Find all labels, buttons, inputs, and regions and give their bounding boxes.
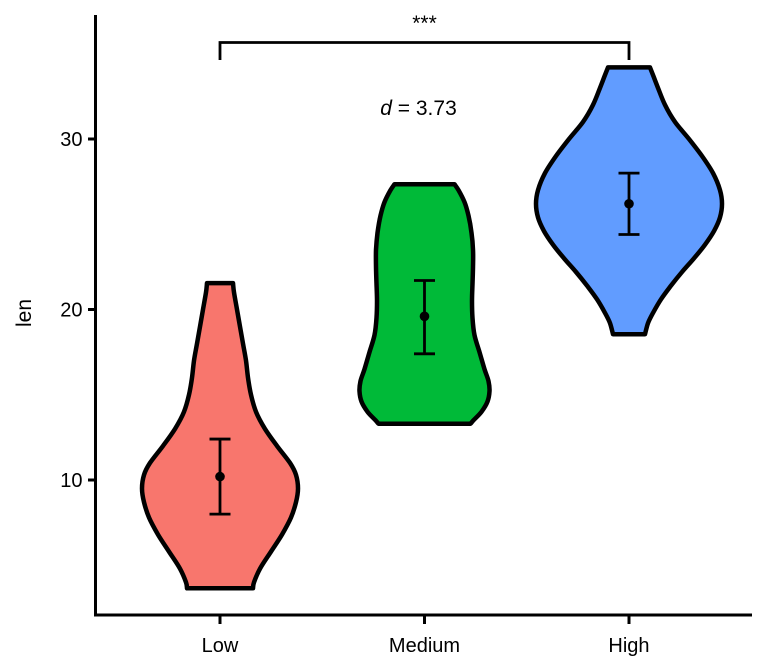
violins-layer xyxy=(139,65,725,591)
errorbar-high xyxy=(618,171,640,236)
errorbar-low xyxy=(209,437,231,516)
errorbar-medium xyxy=(414,279,435,356)
effect-size-symbol: d xyxy=(380,97,393,120)
y-tick-label-30: 30 xyxy=(60,129,82,151)
y-axis-title: len xyxy=(13,299,36,327)
annotations-layer: *** d = 3.73 xyxy=(218,12,631,120)
x-category-label-medium: Medium xyxy=(389,635,460,657)
violin-low xyxy=(139,280,301,591)
effect-size-label: d = 3.73 xyxy=(380,97,457,120)
errorbars-layer xyxy=(209,171,640,516)
x-category-label-high: High xyxy=(608,635,649,657)
mean-dot-low xyxy=(215,471,225,482)
y-tick-label-20: 20 xyxy=(60,300,82,322)
axes-layer: 10 20 30 Low Medium High len xyxy=(13,15,752,657)
y-tick-label-10: 10 xyxy=(60,470,82,492)
effect-size-value: = 3.73 xyxy=(392,97,457,120)
x-category-label-low: Low xyxy=(202,635,239,657)
mean-dot-medium xyxy=(419,311,430,322)
significance-stars: *** xyxy=(412,12,437,35)
significance-bracket xyxy=(218,41,631,60)
mean-dot-high xyxy=(624,198,634,209)
